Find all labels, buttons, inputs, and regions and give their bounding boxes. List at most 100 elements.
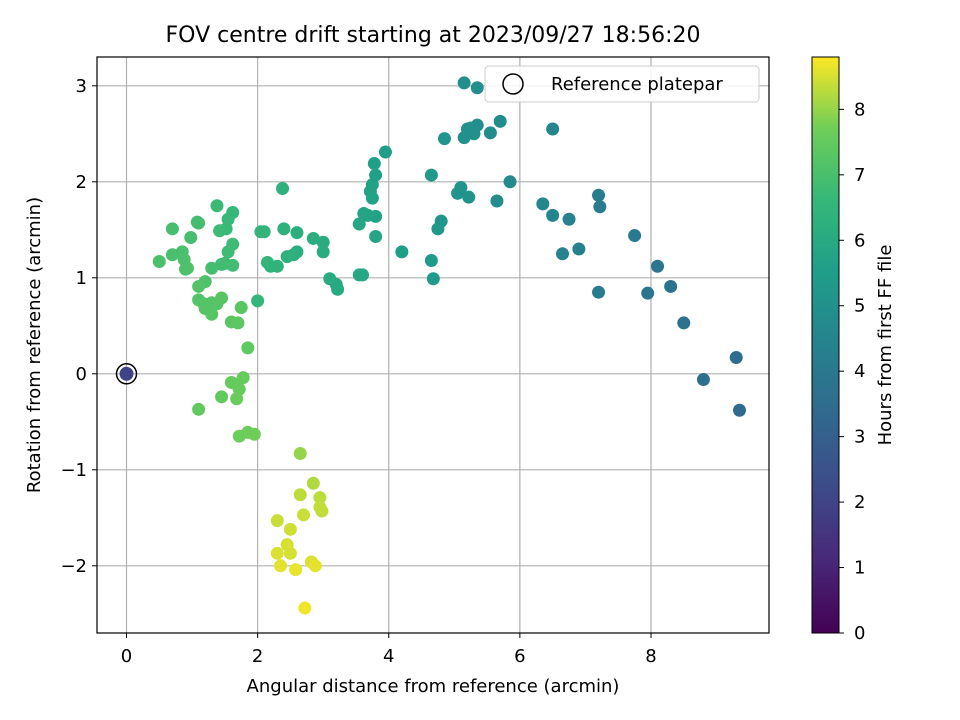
x-axis-label: Angular distance from reference (arcmin) xyxy=(247,676,620,697)
reference-marker-group xyxy=(115,363,138,385)
data-point-31 xyxy=(437,132,451,146)
data-point-113 xyxy=(293,446,307,460)
data-point-55 xyxy=(316,245,330,259)
data-point-67 xyxy=(254,225,268,239)
chart-title: FOV centre drift starting at 2023/09/27 … xyxy=(166,23,701,48)
data-point-26 xyxy=(470,81,484,95)
data-point-3 xyxy=(677,316,691,330)
y-tick-label-4: 2 xyxy=(76,172,87,193)
data-point-102 xyxy=(241,341,255,355)
data-point-11 xyxy=(572,242,586,256)
data-point-15 xyxy=(546,122,560,136)
data-point-50 xyxy=(356,268,370,282)
data-point-13 xyxy=(555,247,569,261)
data-point-114 xyxy=(306,476,320,490)
colorbar xyxy=(811,56,840,634)
data-point-8 xyxy=(593,200,607,214)
data-point-1 xyxy=(729,350,743,364)
x-tick-label-4: 8 xyxy=(645,646,656,667)
y-tick-label-0: −2 xyxy=(60,556,87,577)
legend-box xyxy=(484,65,760,103)
data-point-9 xyxy=(592,188,606,202)
colorbar-tick-label-8: 8 xyxy=(854,99,865,120)
data-point-85 xyxy=(165,248,179,262)
data-point-127 xyxy=(274,559,288,573)
y-tick-label-3: 1 xyxy=(76,268,87,289)
data-point-97 xyxy=(215,291,229,305)
data-point-48 xyxy=(352,217,366,231)
colorbar-tick-label-0: 0 xyxy=(854,623,865,644)
data-point-16 xyxy=(536,197,550,211)
data-point-5 xyxy=(651,259,665,273)
y-tick-label-2: 0 xyxy=(76,364,87,385)
data-point-12 xyxy=(562,212,576,226)
x-tick-label-2: 4 xyxy=(383,646,394,667)
colorbar-label: Hours from first FF file xyxy=(875,245,896,446)
data-point-35 xyxy=(426,272,440,286)
data-point-128 xyxy=(289,563,303,577)
data-point-126 xyxy=(308,559,322,573)
data-point-44 xyxy=(365,191,379,205)
data-point-120 xyxy=(270,514,284,528)
data-point-61 xyxy=(280,250,294,264)
data-point-115 xyxy=(293,488,307,502)
data-point-65 xyxy=(260,255,274,269)
data-point-118 xyxy=(315,504,329,518)
y-axis-label: Rotation from reference (arcmin) xyxy=(24,197,45,493)
data-point-109 xyxy=(230,392,244,406)
reference-platepar-marker xyxy=(115,363,138,385)
data-point-30 xyxy=(454,181,468,195)
data-point-17 xyxy=(503,175,517,189)
data-point-82 xyxy=(165,222,179,236)
data-point-103 xyxy=(192,402,206,416)
data-point-28 xyxy=(462,190,476,204)
scatter-points xyxy=(152,76,746,615)
data-point-98 xyxy=(205,307,219,321)
data-point-20 xyxy=(493,114,507,128)
data-point-89 xyxy=(180,261,194,275)
data-point-104 xyxy=(215,390,229,404)
data-point-116 xyxy=(313,491,327,505)
data-point-101 xyxy=(231,316,245,330)
data-point-36 xyxy=(424,254,438,268)
data-point-119 xyxy=(297,508,311,522)
data-point-77 xyxy=(215,257,229,271)
y-axis-ticks: −2 −1 0 1 2 3 xyxy=(60,76,97,577)
data-point-112 xyxy=(247,427,261,441)
data-point-2 xyxy=(696,373,710,387)
grid-lines xyxy=(97,57,769,633)
data-point-37 xyxy=(395,245,409,259)
y-tick-label-5: 3 xyxy=(76,76,87,97)
data-point-19 xyxy=(483,126,497,140)
data-point-38 xyxy=(378,145,392,159)
legend-reference-marker xyxy=(502,73,524,95)
x-tick-label-3: 6 xyxy=(514,646,525,667)
data-point-27 xyxy=(464,121,478,135)
colorbar-tick-label-5: 5 xyxy=(854,296,865,317)
colorbar-tick-label-7: 7 xyxy=(854,165,865,186)
data-point-86 xyxy=(152,254,166,268)
data-point-60 xyxy=(277,222,291,236)
data-point-68 xyxy=(251,294,265,308)
data-point-53 xyxy=(323,272,337,286)
data-point-108 xyxy=(236,371,250,385)
colorbar-tick-label-1: 1 xyxy=(854,558,865,579)
data-point-99 xyxy=(234,301,248,315)
data-point-83 xyxy=(184,230,198,244)
x-axis-ticks: 0 2 4 6 8 xyxy=(121,633,657,667)
data-point-25 xyxy=(457,76,471,90)
data-point-73 xyxy=(213,224,227,238)
reference-point-fill xyxy=(119,366,134,381)
plot-frame xyxy=(96,56,770,634)
data-point-78 xyxy=(226,258,240,272)
data-point-0 xyxy=(732,403,746,417)
data-point-34 xyxy=(424,168,438,182)
data-point-47 xyxy=(369,230,383,244)
data-point-14 xyxy=(546,208,560,222)
data-point-79 xyxy=(205,261,219,275)
colorbar-tick-label-6: 6 xyxy=(854,230,865,251)
data-point-54 xyxy=(316,235,330,249)
colorbar-ticks: 0 1 2 3 4 5 6 7 8 xyxy=(839,99,865,644)
legend: Reference platepar xyxy=(484,65,760,103)
